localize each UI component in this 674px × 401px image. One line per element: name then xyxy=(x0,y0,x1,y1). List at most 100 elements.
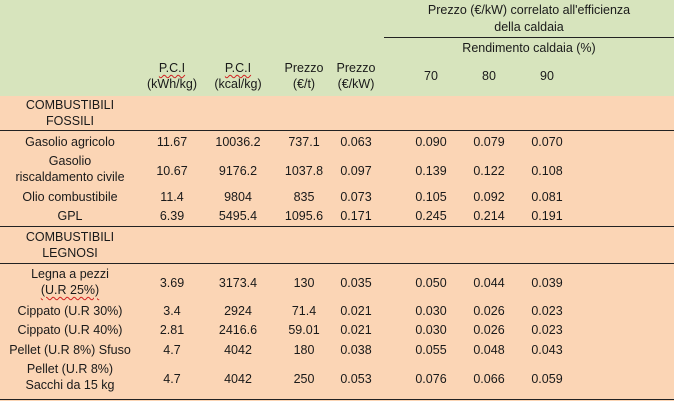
table-row-name: Pellet (U.R 8%) Sacchi da 15 kg xyxy=(0,360,140,394)
table-cell-text: 2416.6 xyxy=(218,322,258,337)
table-cell-prezzo-t: 1095.6 xyxy=(276,206,332,225)
table-cell-text: 2924 xyxy=(224,303,252,318)
table-cell-text: 0.035 xyxy=(340,276,372,290)
col-header-prezzo-t-line2: (€/t) xyxy=(292,77,316,91)
section-divider xyxy=(0,130,674,131)
col-header-eff-80: 80 xyxy=(454,66,524,86)
table-cell-text: 0.066 xyxy=(473,372,505,386)
table-cell-prezzo-t: 59.01 xyxy=(276,320,332,339)
col-header-eff-70-label: 70 xyxy=(424,69,438,83)
table-cell-text: (U.R 25%) xyxy=(40,283,100,297)
table-cell-pci-kwh: 11.67 xyxy=(140,132,204,151)
table-cell-text: 4042 xyxy=(224,342,252,357)
table-cell-text: Legna a pezzi xyxy=(31,267,109,281)
table-cell-eff-70: 0.105 xyxy=(396,187,466,206)
table-cell-eff-70: 0.050 xyxy=(396,265,466,301)
table-cell-eff-70: 0.055 xyxy=(396,340,466,359)
table-cell-text: 71.4 xyxy=(291,303,317,318)
table-cell-text: 4042 xyxy=(224,372,252,386)
table-cell-text: 0.048 xyxy=(473,342,505,357)
table-cell-text: 0.044 xyxy=(473,276,505,290)
table-cell-text: Gasolio agricolo xyxy=(25,134,115,149)
table-cell-pci-kcal: 4042 xyxy=(204,360,272,398)
table-cell-text: 0.139 xyxy=(415,164,447,178)
table-cell-eff-90: 0.081 xyxy=(512,187,582,206)
efficiency-group-title-line1: Prezzo (€/kW) correlato all'efficienza xyxy=(427,2,631,17)
table-cell-prezzo-kw: 0.021 xyxy=(328,301,384,320)
table-cell-text: 1095.6 xyxy=(284,208,324,223)
table-cell-text: 4.7 xyxy=(163,372,181,386)
table-cell-text: 737.1 xyxy=(288,134,320,149)
efficiency-group-title: Prezzo (€/kW) correlato all'efficienza xyxy=(384,1,674,18)
table-cell-text: 0.026 xyxy=(473,303,505,318)
table-cell-text: 59.01 xyxy=(288,322,320,337)
col-header-pci-kcal-line1: P.C.I xyxy=(224,61,252,75)
table-cell-text: 180 xyxy=(293,342,315,357)
table-cell-text: 0.076 xyxy=(415,372,447,386)
col-header-pci-kwh: P.C.I (kWh/kg) xyxy=(140,58,204,94)
table-cell-text: 130 xyxy=(293,276,315,290)
table-cell-prezzo-t: 1037.8 xyxy=(276,152,332,190)
table-cell-eff-90: 0.039 xyxy=(512,265,582,301)
table-cell-text: 0.171 xyxy=(340,208,372,223)
table-cell-prezzo-kw: 0.021 xyxy=(328,320,384,339)
table-cell-eff-70: 0.090 xyxy=(396,132,466,151)
col-header-pci-kcal: P.C.I (kcal/kg) xyxy=(204,58,272,94)
col-header-eff-80-label: 80 xyxy=(482,69,496,83)
table-cell-prezzo-kw: 0.053 xyxy=(328,360,384,398)
table-cell-text: Pellet (U.R 8%) Sfuso xyxy=(9,342,131,357)
efficiency-group-title-line2: della caldaia xyxy=(494,19,564,34)
col-header-pci-kwh-line1: P.C.I xyxy=(158,61,186,75)
table-cell-eff-80: 0.048 xyxy=(454,340,524,359)
table-cell-pci-kwh: 3.4 xyxy=(140,301,204,320)
table-cell-eff-90: 0.191 xyxy=(512,206,582,225)
table-bottom-border xyxy=(0,399,674,400)
table-cell-eff-70: 0.245 xyxy=(396,206,466,225)
table-cell-text: 10036.2 xyxy=(215,134,261,149)
table-cell-prezzo-t: 737.1 xyxy=(276,132,332,151)
table-cell-eff-90: 0.070 xyxy=(512,132,582,151)
table-cell-text: 11.4 xyxy=(160,189,184,204)
section-legnosi-line1: COMBUSTIBILI xyxy=(25,230,115,244)
table-cell-pci-kcal: 3173.4 xyxy=(204,265,272,301)
table-cell-text: 0.214 xyxy=(473,208,505,223)
table-cell-text: 0.070 xyxy=(531,134,563,149)
col-header-prezzo-t-line1: Prezzo xyxy=(284,61,324,75)
table-cell-text: Cippato (U.R 40%) xyxy=(17,322,123,337)
col-header-pci-kcal-line2: (kcal/kg) xyxy=(214,77,262,91)
table-cell-text: 0.038 xyxy=(340,342,372,357)
table-cell-pci-kwh: 4.7 xyxy=(140,360,204,398)
table-cell-text: Pellet (U.R 8%) xyxy=(26,362,114,376)
table-cell-eff-70: 0.030 xyxy=(396,301,466,320)
table-cell-eff-80: 0.026 xyxy=(454,320,524,339)
table-cell-text: 0.043 xyxy=(531,342,563,357)
table-cell-eff-80: 0.066 xyxy=(454,360,524,398)
table-cell-pci-kcal: 10036.2 xyxy=(204,132,272,151)
table-cell-text: Olio combustibile xyxy=(22,189,118,204)
table-cell-text: 4.7 xyxy=(163,342,181,357)
table-cell-text: 0.122 xyxy=(473,164,505,178)
table-cell-text: 0.050 xyxy=(415,276,447,290)
table-row-name: Cippato (U.R 40%) xyxy=(0,320,140,339)
table-cell-text: 0.191 xyxy=(531,208,563,223)
table-cell-eff-80: 0.092 xyxy=(454,187,524,206)
table-cell-text: 250 xyxy=(293,372,315,386)
table-cell-text: 0.030 xyxy=(415,303,447,318)
table-cell-eff-80: 0.079 xyxy=(454,132,524,151)
table-row-name: Pellet (U.R 8%) Sfuso xyxy=(0,340,140,359)
table-cell-text: 0.105 xyxy=(415,189,447,204)
table-cell-text: 0.063 xyxy=(340,134,372,149)
table-cell-text: 0.021 xyxy=(340,322,372,337)
table-cell-text: 6.39 xyxy=(159,208,185,223)
table-cell-eff-70: 0.076 xyxy=(396,360,466,398)
table-cell-pci-kwh: 2.81 xyxy=(140,320,204,339)
table-cell-text: 3.4 xyxy=(163,303,181,318)
table-cell-eff-80: 0.044 xyxy=(454,265,524,301)
table-cell-eff-90: 0.108 xyxy=(512,152,582,190)
table-cell-prezzo-kw: 0.073 xyxy=(328,187,384,206)
table-cell-eff-90: 0.023 xyxy=(512,301,582,320)
table-cell-prezzo-kw: 0.038 xyxy=(328,340,384,359)
table-cell-text: 3.69 xyxy=(159,276,185,290)
section-fossili-line1: COMBUSTIBILI xyxy=(25,98,115,112)
